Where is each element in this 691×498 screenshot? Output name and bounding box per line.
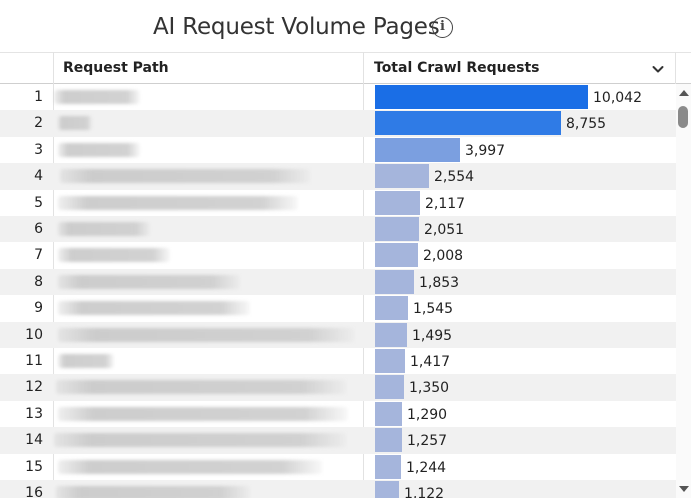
request-path-redacted [58,406,348,421]
row-number: 4 [34,168,43,185]
row-number: 2 [34,115,43,132]
total-crawl-bar [375,375,404,400]
total-crawl-bar [375,164,429,189]
column-header-request-path[interactable]: Request Path [63,60,169,76]
table-row[interactable]: 12 1,350 [0,374,676,401]
request-path-redacted [58,222,150,236]
row-number: 1 [34,89,43,105]
total-crawl-bar [375,217,419,241]
table-row[interactable]: 8 1,853 [0,268,676,296]
request-path-redacted [58,301,250,316]
table-row[interactable]: 1 10,042 [0,84,676,110]
total-crawl-value: 1,853 [419,274,460,291]
total-crawl-value: 2,008 [423,248,464,265]
page-title: AI Request Volume Pages [153,14,440,40]
total-crawl-bar [375,137,460,162]
total-crawl-value: 1,350 [409,380,450,397]
total-crawl-value: 1,244 [406,459,447,476]
table-row[interactable]: 11 1,417 [0,348,676,374]
request-path-redacted [58,327,354,342]
total-crawl-bar [375,190,420,215]
total-crawl-bar [375,401,402,426]
column-divider [675,52,676,84]
table-row[interactable]: 7 2,008 [0,242,676,268]
table-row[interactable]: 15 1,244 [0,454,676,480]
row-number: 14 [25,432,43,449]
total-crawl-value: 1,417 [410,354,451,370]
total-crawl-bar [375,269,414,294]
total-crawl-bar [375,296,408,321]
total-crawl-value: 1,495 [412,327,453,344]
row-number: 9 [34,300,43,317]
request-path-redacted [58,459,322,474]
chevron-down-icon[interactable] [650,61,666,77]
total-crawl-bar [375,428,402,453]
row-number: 13 [25,405,43,422]
total-crawl-bar [375,481,399,498]
table-row[interactable]: 16 1,122 [0,480,676,498]
row-number: 5 [34,194,43,211]
total-crawl-bar [375,322,407,347]
total-crawl-value: 8,755 [566,116,607,133]
total-crawl-value: 3,997 [465,142,506,159]
total-crawl-value: 2,051 [424,222,465,238]
total-crawl-bar [375,111,561,136]
row-number: 8 [34,273,43,290]
table-row[interactable]: 2 8,755 [0,110,676,137]
title-bar: AI Request Volume Pages i [0,0,691,54]
row-number: 7 [34,247,43,264]
row-number: 10 [25,326,43,343]
table-header: Request Path Total Crawl Requests [0,52,691,84]
row-number: 3 [34,141,43,158]
table-row[interactable]: 3 3,997 [0,137,676,163]
total-crawl-value: 1,290 [407,406,448,423]
table-body: 1 10,042 2 8,755 3 3,997 4 2,554 5 2,117 6 2,051 7 2,… [0,84,676,498]
request-path-redacted [56,380,346,395]
row-number: 11 [25,353,43,369]
request-path-redacted [58,195,298,210]
row-number: 12 [25,379,43,396]
request-path-redacted [54,90,140,104]
total-crawl-value: 1,257 [407,433,448,450]
request-path-redacted [54,433,346,448]
request-path-redacted [58,142,140,157]
data-table: Request Path Total Crawl Requests 1 10,04… [0,52,691,498]
table-row[interactable]: 13 1,290 [0,401,676,427]
column-header-total-crawl-requests[interactable]: Total Crawl Requests [374,60,540,76]
table-row[interactable]: 4 2,554 [0,163,676,190]
total-crawl-value: 2,554 [434,169,475,186]
row-number: 6 [34,221,43,237]
request-path-redacted [58,248,170,263]
total-crawl-value: 2,117 [425,195,466,212]
table-row[interactable]: 5 2,117 [0,190,676,216]
total-crawl-value: 1,122 [404,486,445,498]
table-row[interactable]: 14 1,257 [0,427,676,454]
total-crawl-value: 10,042 [593,90,642,106]
request-path-redacted [58,354,114,368]
info-icon[interactable]: i [432,17,453,38]
scroll-up-arrow-icon[interactable] [679,90,689,96]
total-crawl-bar [375,85,588,109]
request-path-redacted [56,486,250,498]
vertical-scrollbar[interactable] [676,84,691,498]
row-number: 15 [25,458,43,475]
table-row[interactable]: 10 1,495 [0,321,676,348]
request-path-redacted [58,116,92,131]
row-number: 16 [25,485,43,498]
total-crawl-bar [375,454,401,479]
scroll-down-arrow-icon[interactable] [679,486,689,492]
request-path-redacted [60,169,310,184]
request-path-redacted [58,274,240,289]
total-crawl-value: 1,545 [413,301,454,318]
scrollbar-thumb[interactable] [678,106,688,128]
total-crawl-bar [375,349,405,373]
total-crawl-bar [375,243,418,268]
table-row[interactable]: 9 1,545 [0,295,676,321]
table-row[interactable]: 6 2,051 [0,216,676,243]
